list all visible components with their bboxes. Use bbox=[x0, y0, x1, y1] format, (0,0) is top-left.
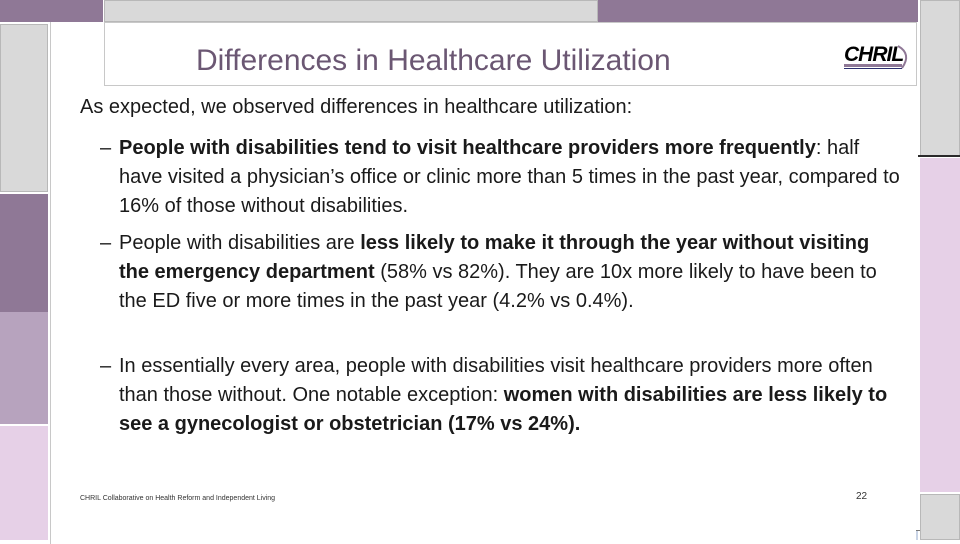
bullet-frequency: – People with disabilities tend to visit… bbox=[100, 134, 900, 221]
slide-title: Differences in Healthcare Utilization bbox=[196, 44, 671, 77]
bullet-normal: People with disabilities are bbox=[119, 232, 361, 254]
bullet-text: In essentially every area, people with d… bbox=[119, 352, 900, 439]
chril-logo: CHRIL bbox=[842, 40, 912, 74]
bullet-bold: less likely to make it through the year … bbox=[119, 232, 870, 283]
bullet-normal: In essentially every area, people with d… bbox=[119, 355, 873, 406]
frame-top-corner bbox=[920, 0, 960, 156]
bullet-dash: – bbox=[100, 355, 112, 377]
frame-right-bottom bbox=[920, 494, 960, 540]
frame-left-bottom bbox=[0, 426, 48, 540]
frame-right-rule bbox=[918, 155, 960, 157]
bullet-dash: – bbox=[100, 137, 112, 159]
frame-left-lower bbox=[0, 312, 48, 424]
bullet-text: People with disabilities are less likely… bbox=[119, 229, 900, 316]
frame-top-bar bbox=[104, 0, 598, 22]
bullet-normal: : half have visited a physician’s office… bbox=[119, 137, 900, 217]
frame-left-mid bbox=[0, 194, 48, 312]
title-box bbox=[104, 22, 917, 86]
frame-left-top bbox=[0, 24, 48, 192]
bullet-bold: People with disabilities tend to visit h… bbox=[119, 137, 816, 159]
slide-content-area bbox=[50, 22, 916, 544]
footer-text: CHRIL Collaborative on Health Reform and… bbox=[80, 495, 276, 502]
frame-right-mid bbox=[920, 158, 960, 492]
bullet-bold: women with disabilities are less likely … bbox=[119, 384, 888, 435]
bullet-exception: – In essentially every area, people with… bbox=[100, 352, 900, 439]
lead-text: As expected, we observed differences in … bbox=[80, 96, 633, 118]
bullet-normal: (58% vs 82%). They are 10x more likely t… bbox=[119, 261, 877, 312]
page-number: 22 bbox=[856, 491, 868, 502]
bullet-text: People with disabilities tend to visit h… bbox=[119, 134, 900, 221]
bullet-emergency: – People with disabilities are less like… bbox=[100, 229, 900, 316]
frame-top-left-block bbox=[0, 0, 103, 22]
frame-top-right-block bbox=[598, 0, 918, 22]
bullet-dash: – bbox=[100, 232, 112, 254]
logo-text: CHRIL bbox=[844, 43, 903, 66]
